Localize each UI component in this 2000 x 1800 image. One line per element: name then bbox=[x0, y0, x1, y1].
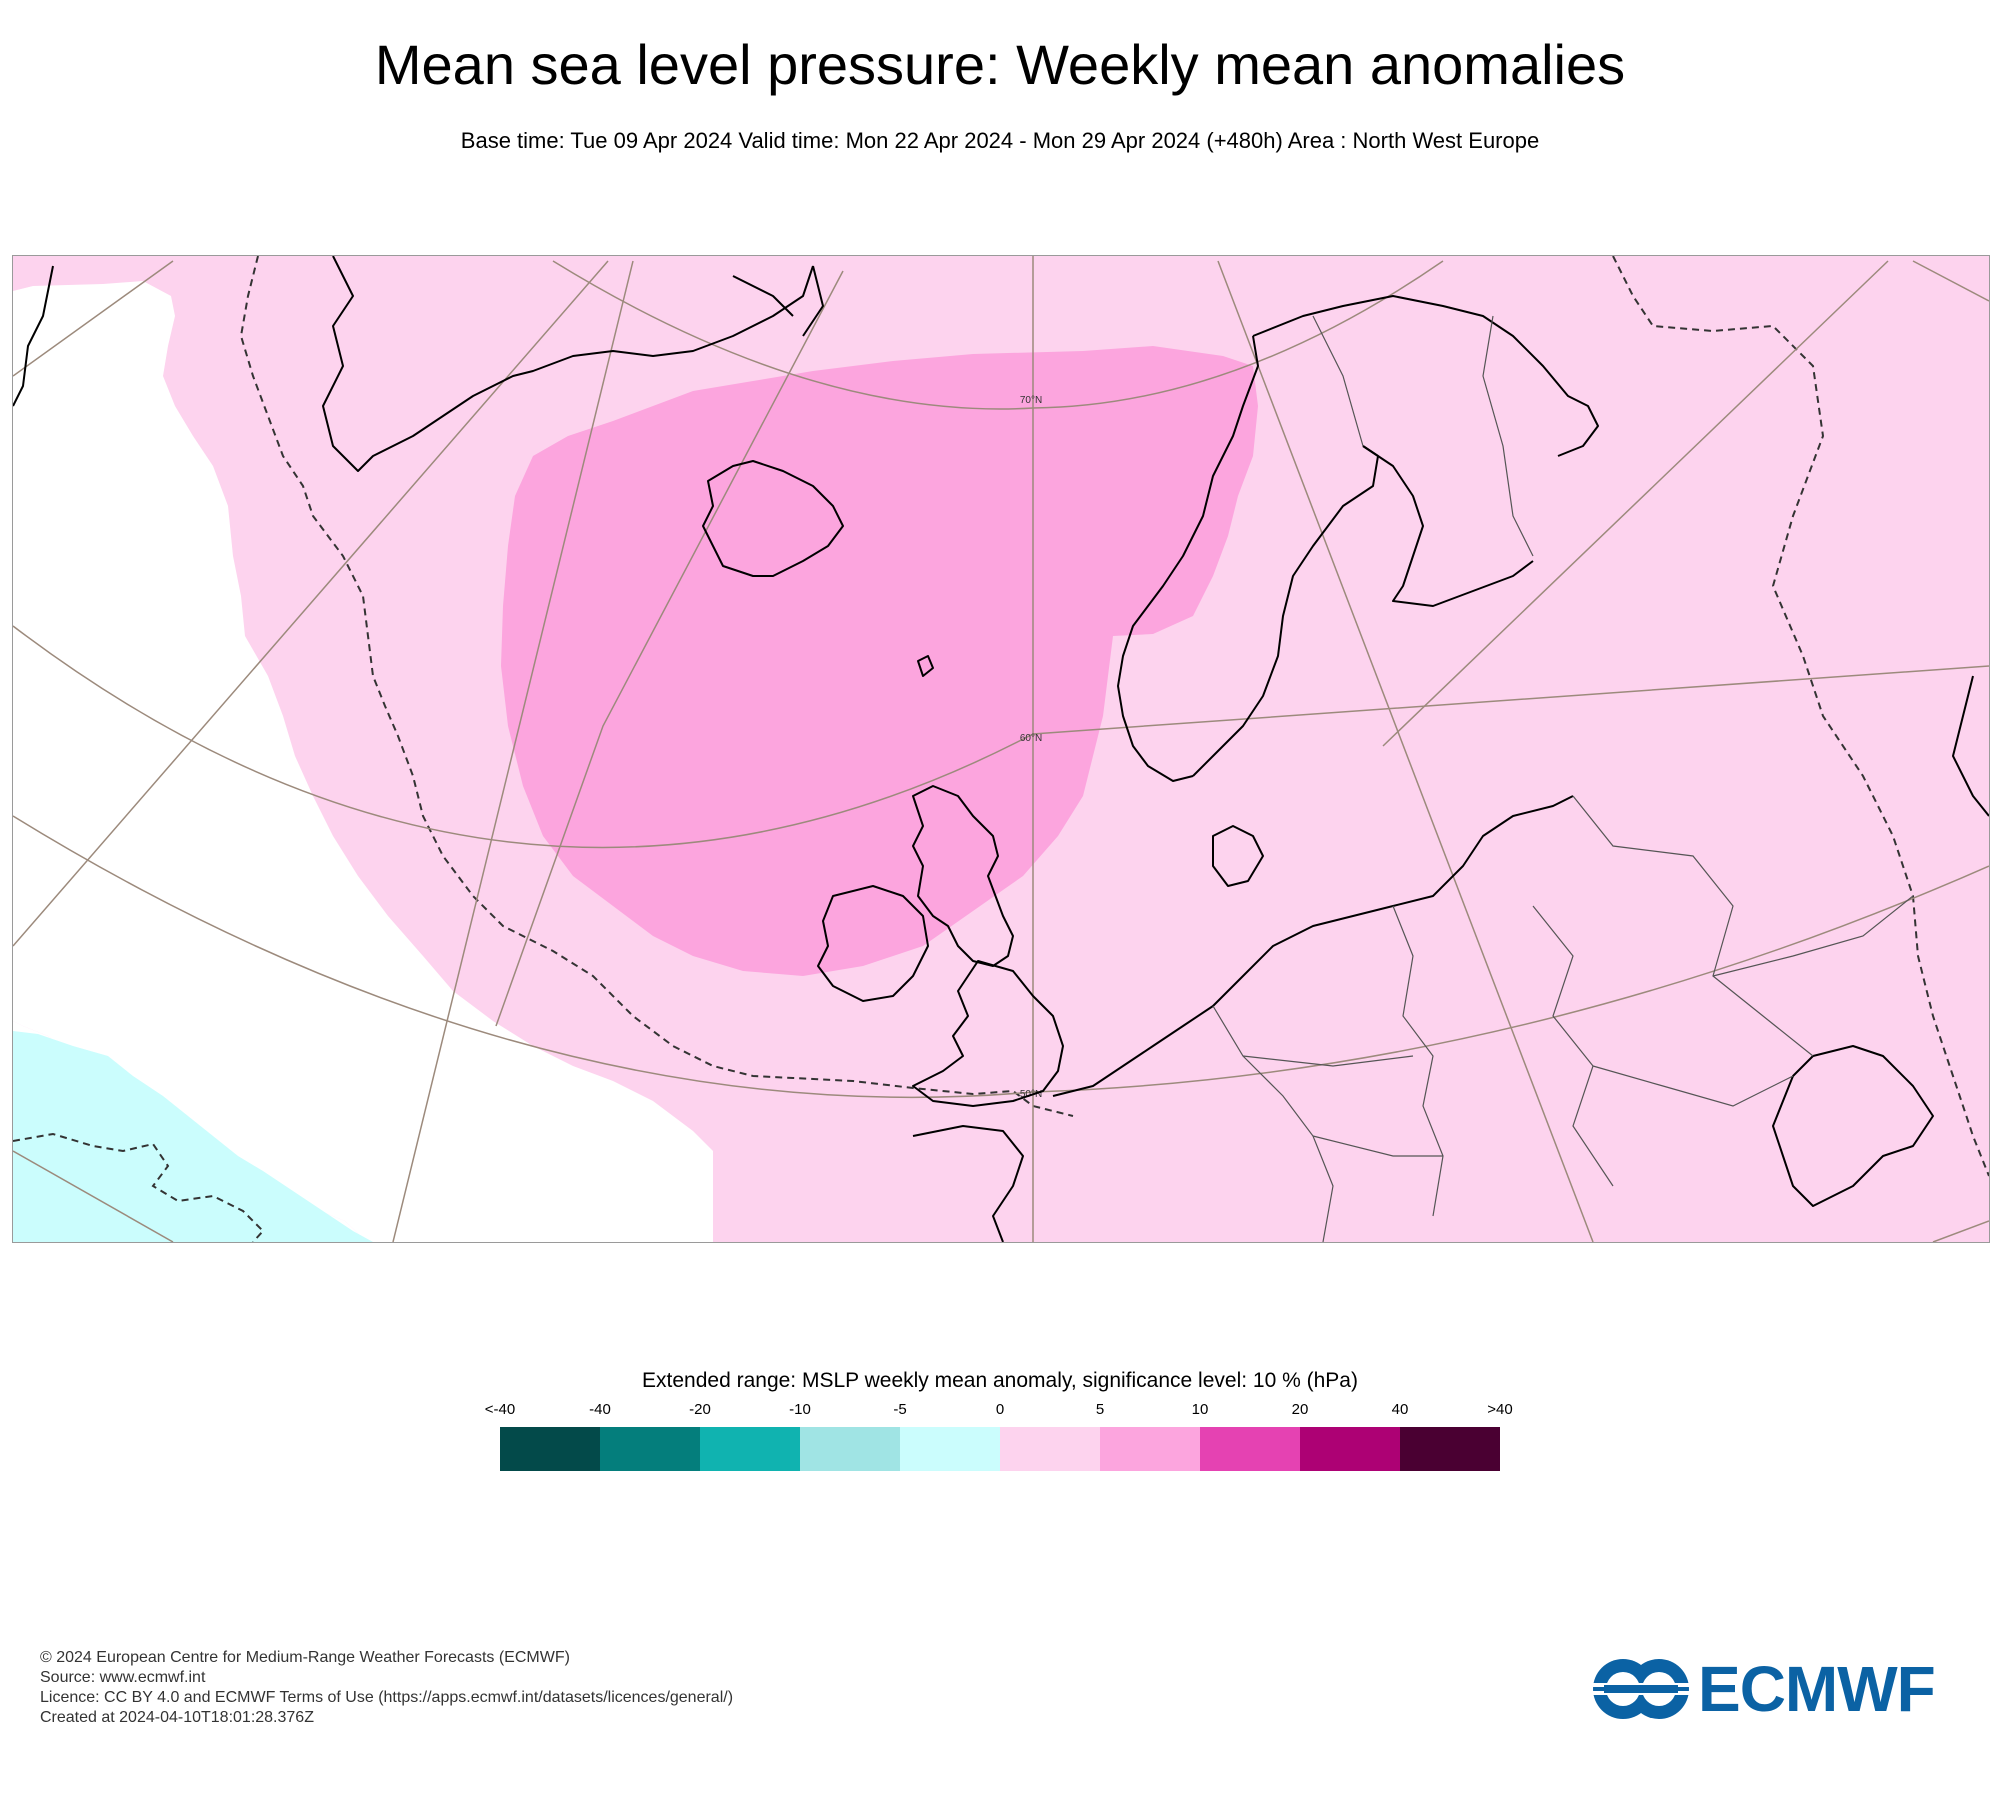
country-borders bbox=[1212, 315, 1914, 1242]
caspian-region-coast bbox=[1952, 675, 1989, 817]
legend-swatch-6 bbox=[1100, 1427, 1200, 1471]
moderate-positive-anomaly-region bbox=[501, 346, 1258, 976]
chart-subtitle: Base time: Tue 09 Apr 2024 Valid time: M… bbox=[460, 128, 1540, 153]
iceland-coast bbox=[702, 460, 844, 577]
legend-tick: <-40 bbox=[484, 1401, 516, 1418]
faroes-coast bbox=[917, 655, 934, 677]
greenland-fjords bbox=[732, 265, 824, 337]
legend-tick: >40 bbox=[1487, 1401, 1513, 1418]
lat-label-70: 70°N bbox=[1020, 395, 1042, 406]
legend-tick: 10 bbox=[1191, 1401, 1209, 1418]
finland-coast bbox=[1362, 445, 1534, 607]
legend-tick: 40 bbox=[1391, 1401, 1409, 1418]
legend-swatch-3 bbox=[800, 1427, 900, 1471]
legend-tick: -10 bbox=[789, 1401, 811, 1418]
legend-tick: 5 bbox=[1095, 1401, 1105, 1418]
greenland-coast bbox=[13, 256, 814, 472]
legend-swatch-4 bbox=[900, 1427, 1000, 1471]
black-sea-coast bbox=[1772, 1045, 1934, 1207]
legend-tick: -40 bbox=[589, 1401, 611, 1418]
significance-contour-sw bbox=[13, 1132, 265, 1242]
legend-swatch-0 bbox=[500, 1427, 600, 1471]
ireland-coast bbox=[817, 885, 929, 1002]
chart-title: Mean sea level pressure: Weekly mean ano… bbox=[374, 33, 1626, 96]
white-ocean-area bbox=[13, 281, 713, 1242]
legend-tick: -20 bbox=[689, 1401, 711, 1418]
legend-title: Extended range: MSLP weekly mean anomaly… bbox=[642, 1369, 1358, 1392]
copyright-line: © 2024 European Centre for Medium-Range … bbox=[40, 1649, 570, 1666]
legend-tick: 0 bbox=[995, 1401, 1005, 1418]
scandinavia-outline bbox=[1252, 295, 1599, 457]
ecmwf-logo: ECMWF bbox=[1590, 1653, 1936, 1725]
legend-swatch-1 bbox=[600, 1427, 700, 1471]
legend-colorbar bbox=[500, 1427, 1500, 1471]
continental-coast bbox=[1052, 795, 1574, 1097]
source-line: Source: www.ecmwf.int bbox=[40, 1669, 206, 1686]
denmark-coast bbox=[1212, 825, 1264, 887]
legend-swatch-8 bbox=[1300, 1427, 1400, 1471]
legend-swatch-7 bbox=[1200, 1427, 1300, 1471]
weak-negative-anomaly-region bbox=[13, 1031, 373, 1242]
coastlines bbox=[13, 256, 1989, 1242]
legend-tick: 20 bbox=[1291, 1401, 1309, 1418]
legend-swatch-9 bbox=[1400, 1427, 1500, 1471]
map-svg: 70°N 60°N 50°N bbox=[13, 256, 1989, 1242]
logo-text: ECMWF bbox=[1698, 1653, 1936, 1725]
map-panel: 70°N 60°N 50°N bbox=[12, 255, 1990, 1243]
france-coast bbox=[912, 1125, 1024, 1242]
lat-label-60: 60°N bbox=[1020, 733, 1042, 744]
scotland-coast bbox=[912, 785, 1014, 967]
legend-ticks: <-40 -40 -20 -10 -5 0 5 10 20 40 >40 bbox=[0, 1401, 2000, 1421]
legend-swatch-5 bbox=[1000, 1427, 1100, 1471]
ecmwf-emblem-icon bbox=[1590, 1659, 1692, 1719]
baltic-sweden-coast bbox=[1192, 445, 1379, 777]
norway-coast bbox=[1117, 335, 1259, 782]
england-coast bbox=[912, 960, 1064, 1107]
legend-swatch-2 bbox=[700, 1427, 800, 1471]
licence-line: Licence: CC BY 4.0 and ECMWF Terms of Us… bbox=[40, 1689, 734, 1706]
significance-contour-east bbox=[1612, 256, 1989, 1177]
footer-credits: © 2024 European Centre for Medium-Range … bbox=[40, 1648, 733, 1728]
created-line: Created at 2024-04-10T18:01:28.376Z bbox=[40, 1709, 314, 1726]
legend-tick: -5 bbox=[893, 1401, 907, 1418]
